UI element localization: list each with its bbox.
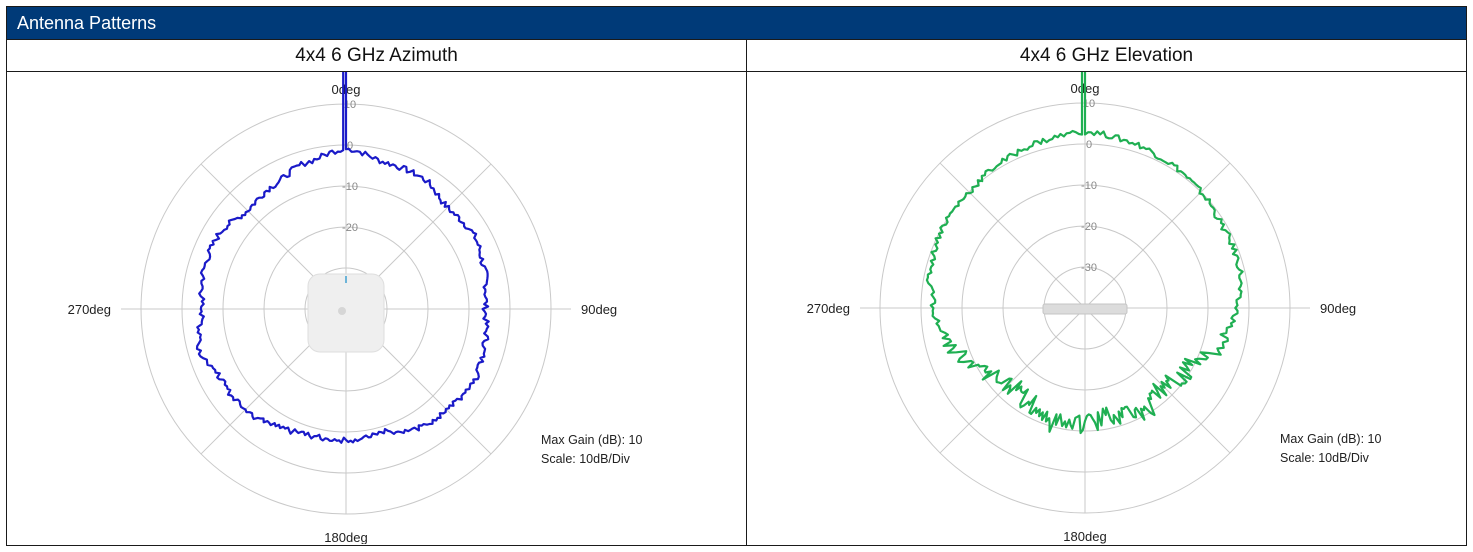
chart-note: Max Gain (dB): 10	[1280, 432, 1381, 446]
radial-tick-label: 0	[347, 140, 353, 152]
polar-spoke	[1084, 307, 1231, 454]
angle-label: 90deg	[1320, 301, 1356, 316]
radial-tick-label: -30	[1081, 262, 1097, 274]
azimuth-chart-title: 4x4 6 GHz Azimuth	[7, 40, 746, 72]
elevation-plot: 10 0 -10 -20 -30 0deg 90deg 180deg 270deg Max Gai…	[747, 72, 1466, 545]
angle-label: 270deg	[807, 301, 850, 316]
angle-label: 180deg	[1063, 529, 1106, 544]
angle-label: 90deg	[581, 302, 617, 317]
azimuth-cell: 4x4 6 GHz Azimuth 10 0 -10 -20 0deg 90deg 180d…	[7, 40, 747, 545]
radial-tick-label: 0	[1086, 139, 1092, 151]
elevation-cell: 4x4 6 GHz Elevation 10 0 -10 -20 -30 0deg 90de…	[747, 40, 1466, 545]
radial-tick-label: -10	[342, 181, 358, 193]
radial-tick-label: -20	[342, 222, 358, 234]
radial-tick-label: -10	[1081, 180, 1097, 192]
chart-note: Scale: 10dB/Div	[1280, 451, 1370, 465]
pattern-series-line	[195, 72, 490, 444]
device-icon	[1042, 303, 1128, 315]
elevation-chart-title: 4x4 6 GHz Elevation	[747, 40, 1466, 72]
chart-note: Max Gain (dB): 10	[541, 433, 642, 447]
angle-label: 180deg	[324, 530, 367, 544]
chart-note: Scale: 10dB/Div	[541, 452, 631, 466]
azimuth-plot: 10 0 -10 -20 0deg 90deg 180deg 270deg Max Gain (…	[7, 72, 746, 545]
pattern-series-line	[925, 72, 1244, 435]
antenna-patterns-table: Antenna Patterns 4x4 6 GHz Azimuth 10 0 -1…	[6, 6, 1467, 546]
radial-tick-label: -20	[1081, 221, 1097, 233]
polar-spoke	[939, 162, 1086, 309]
polar-spoke	[1084, 162, 1231, 309]
polar-spoke	[939, 307, 1086, 454]
angle-label: 270deg	[68, 302, 111, 317]
section-title: Antenna Patterns	[7, 7, 1466, 40]
device-icon	[307, 273, 385, 353]
